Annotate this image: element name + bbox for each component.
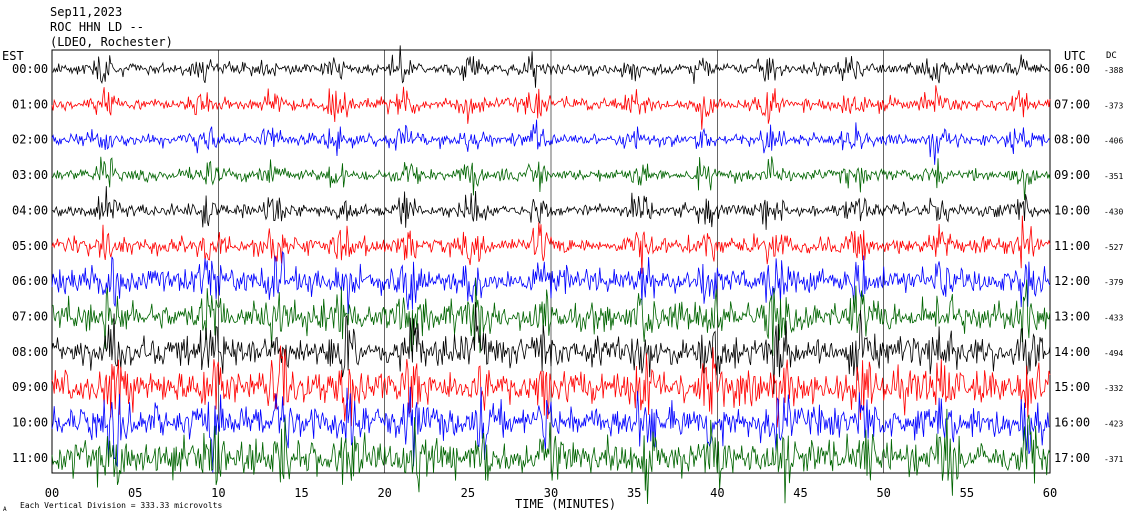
est-label-5: 05:00 (12, 239, 48, 253)
scale-note: Each Vertical Division = 333.33 microvol… (20, 501, 222, 510)
est-label-3: 03:00 (12, 168, 48, 182)
dc-value-2: -406 (1104, 137, 1123, 146)
x-tick-50: 50 (876, 486, 890, 500)
x-tick-30: 30 (544, 486, 558, 500)
x-tick-25: 25 (461, 486, 475, 500)
x-tick-45: 45 (793, 486, 807, 500)
vertical-gridlines (218, 50, 1051, 473)
x-tick-05: 05 (128, 486, 142, 500)
x-axis-label: TIME (MINUTES) (515, 497, 616, 511)
x-tick-55: 55 (960, 486, 974, 500)
dc-value-6: -379 (1104, 278, 1123, 287)
dc-value-7: -433 (1104, 314, 1123, 323)
utc-label-11: 17:00 (1054, 451, 1090, 465)
trace-row-7 (51, 277, 1051, 357)
dc-value-9: -332 (1104, 384, 1123, 393)
x-tick-15: 15 (294, 486, 308, 500)
trace-group (51, 45, 1051, 505)
left-axis-label: EST (2, 49, 24, 63)
est-label-8: 08:00 (12, 345, 48, 359)
trace-row-9 (51, 345, 1051, 428)
utc-label-3: 09:00 (1054, 168, 1090, 182)
utc-label-1: 07:00 (1054, 97, 1090, 111)
dc-value-5: -527 (1104, 243, 1123, 252)
trace-row-6 (51, 250, 1051, 314)
dc-value-1: -373 (1104, 101, 1123, 110)
est-label-11: 11:00 (12, 451, 48, 465)
est-label-10: 10:00 (12, 416, 48, 430)
est-label-7: 07:00 (12, 310, 48, 324)
x-tick-20: 20 (377, 486, 391, 500)
est-label-6: 06:00 (12, 274, 48, 288)
x-tick-00: 00 (45, 486, 59, 500)
x-tick-35: 35 (627, 486, 641, 500)
right-axis-label: UTC (1064, 49, 1086, 63)
trace-row-4 (51, 186, 1051, 230)
trace-row-1 (51, 85, 1051, 130)
header-date: Sep11,2023 (50, 5, 122, 19)
corner-mark: A (3, 506, 7, 513)
trace-row-8 (51, 302, 1051, 395)
trace-row-3 (51, 156, 1051, 201)
est-label-4: 04:00 (12, 203, 48, 217)
dc-offset-labels: -388 -373 -406 -351 -430 -527 -379 -433 -494 -332… (1104, 66, 1123, 464)
dc-value-0: -388 (1104, 66, 1123, 75)
dc-value-3: -351 (1104, 172, 1123, 181)
utc-label-8: 14:00 (1054, 345, 1090, 359)
utc-label-6: 12:00 (1054, 274, 1090, 288)
header-network: (LDEO, Rochester) (50, 35, 173, 49)
trace-row-10 (51, 386, 1051, 473)
dc-label: DC (1106, 51, 1117, 61)
x-tick-60: 60 (1043, 486, 1057, 500)
trace-row-0 (51, 45, 1051, 88)
trace-row-2 (51, 119, 1051, 165)
trace-row-11 (51, 408, 1051, 505)
utc-label-9: 15:00 (1054, 380, 1090, 394)
x-tick-40: 40 (710, 486, 724, 500)
trace-row-5 (51, 215, 1051, 274)
dc-value-10: -423 (1104, 420, 1123, 429)
est-label-0: 00:00 (12, 62, 48, 76)
utc-label-7: 13:00 (1054, 310, 1090, 324)
est-time-labels: 00:00 01:00 02:00 03:00 04:00 05:00 06:00 07:00… (12, 62, 48, 465)
est-label-1: 01:00 (12, 97, 48, 111)
utc-label-10: 16:00 (1054, 416, 1090, 430)
est-label-9: 09:00 (12, 380, 48, 394)
utc-label-4: 10:00 (1054, 203, 1090, 217)
dc-value-8: -494 (1104, 349, 1123, 358)
utc-label-0: 06:00 (1054, 62, 1090, 76)
x-tick-10: 10 (211, 486, 225, 500)
dc-value-11: -371 (1104, 455, 1123, 464)
dc-value-4: -430 (1104, 207, 1123, 216)
utc-time-labels: 06:00 07:00 08:00 09:00 10:00 11:00 12:00 13:00… (1054, 62, 1090, 465)
est-label-2: 02:00 (12, 133, 48, 147)
utc-label-5: 11:00 (1054, 239, 1090, 253)
x-tick-labels: 00 05 10 15 20 25 30 35 40 45 50 55 60 (45, 486, 1057, 500)
header-station: ROC HHN LD -- (50, 20, 144, 34)
utc-label-2: 08:00 (1054, 133, 1090, 147)
